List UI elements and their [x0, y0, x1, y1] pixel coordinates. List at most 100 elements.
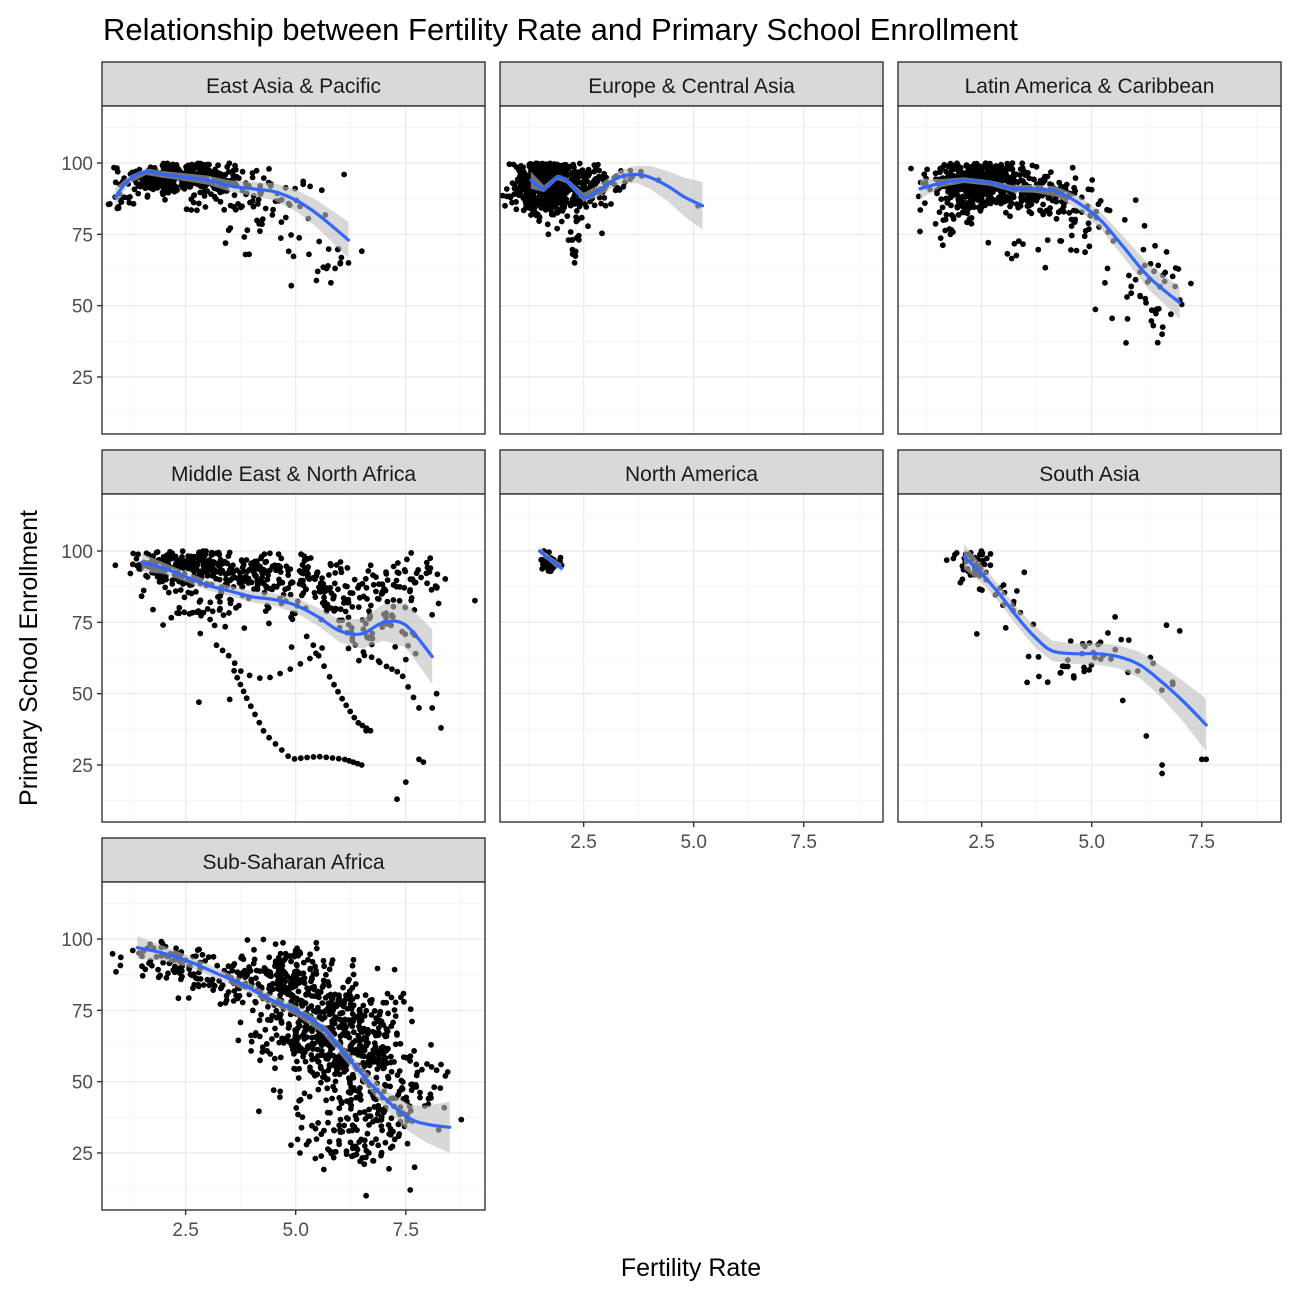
data-point: [241, 967, 248, 974]
data-point: [1085, 220, 1092, 227]
data-point: [1062, 663, 1068, 670]
data-point: [153, 549, 160, 556]
data-point: [357, 1109, 363, 1116]
data-point: [388, 1053, 394, 1060]
data-point: [253, 558, 260, 565]
data-point: [260, 727, 267, 734]
data-point: [545, 231, 552, 238]
panel-border: [897, 105, 1282, 435]
data-point: [525, 181, 531, 188]
data-point: [157, 972, 164, 979]
data-point: [364, 596, 370, 602]
data-point: [206, 169, 213, 176]
data-point: [1163, 622, 1170, 629]
data-point: [343, 1148, 350, 1155]
data-point: [274, 977, 281, 984]
data-point: [383, 999, 390, 1006]
data-point: [326, 572, 332, 578]
data-point: [237, 574, 243, 580]
data-point: [307, 183, 313, 190]
data-point: [240, 688, 247, 695]
y-tick-label: 75: [72, 1001, 93, 1022]
data-point: [347, 1090, 354, 1096]
data-point: [361, 1143, 368, 1149]
panel-border: [101, 105, 486, 435]
data-point: [199, 182, 206, 189]
data-point: [952, 551, 958, 558]
data-point: [521, 184, 527, 191]
data-point: [962, 193, 969, 200]
data-point: [200, 562, 207, 568]
data-point: [258, 1011, 264, 1018]
data-point: [297, 1096, 304, 1103]
data-point: [196, 200, 202, 207]
data-point: [318, 1131, 325, 1138]
data-point: [404, 1140, 411, 1147]
data-point: [514, 185, 521, 192]
data-point: [181, 181, 188, 188]
data-point: [362, 992, 369, 999]
data-point: [307, 951, 313, 958]
data-point: [337, 1116, 344, 1123]
data-point: [239, 583, 246, 590]
data-point: [983, 186, 990, 193]
data-point: [241, 625, 248, 631]
data-point: [201, 188, 208, 195]
data-point: [394, 796, 400, 803]
data-point: [280, 939, 286, 946]
data-point: [408, 550, 415, 556]
data-point: [1159, 324, 1166, 330]
data-point: [306, 1138, 312, 1145]
data-point: [515, 177, 522, 184]
data-point: [364, 1130, 371, 1137]
data-point: [178, 976, 184, 983]
data-point: [210, 571, 217, 578]
data-point: [345, 645, 352, 652]
data-point: [340, 984, 346, 991]
data-point: [265, 1003, 271, 1010]
data-point: [950, 213, 956, 220]
y-axis-title: Primary School Enrollment: [15, 510, 43, 806]
data-point: [407, 1187, 414, 1193]
data-point: [388, 994, 395, 1001]
data-point: [200, 982, 207, 988]
data-point: [310, 754, 317, 760]
data-point: [314, 1071, 321, 1078]
data-point: [355, 585, 361, 591]
data-point: [249, 1007, 256, 1014]
data-point: [144, 574, 151, 580]
data-point: [286, 1023, 293, 1029]
data-point: [302, 1058, 309, 1065]
data-point: [506, 193, 513, 200]
data-point: [162, 196, 168, 203]
data-point: [423, 570, 430, 577]
data-point: [1022, 172, 1029, 179]
data-point: [230, 172, 237, 179]
data-point: [177, 587, 184, 593]
data-point: [105, 201, 112, 208]
data-point: [1155, 262, 1162, 269]
data-point: [282, 586, 288, 593]
data-point: [359, 1155, 366, 1161]
data-point: [321, 663, 327, 670]
data-point: [262, 1026, 269, 1033]
data-point: [307, 966, 314, 973]
data-point: [428, 1095, 434, 1101]
data-point: [174, 610, 181, 616]
data-point: [289, 978, 296, 985]
data-point: [1070, 207, 1077, 214]
data-point: [1140, 246, 1147, 253]
data-point: [230, 203, 237, 210]
data-point: [329, 755, 336, 761]
data-point: [256, 675, 263, 681]
data-point: [332, 1078, 339, 1085]
data-point: [215, 162, 222, 169]
data-point: [987, 193, 993, 200]
data-point: [428, 586, 435, 593]
data-point: [356, 1024, 363, 1030]
data-point: [139, 972, 146, 979]
data-point: [392, 1041, 399, 1048]
data-point: [302, 586, 309, 593]
data-point: [368, 602, 374, 609]
data-point: [257, 228, 263, 235]
